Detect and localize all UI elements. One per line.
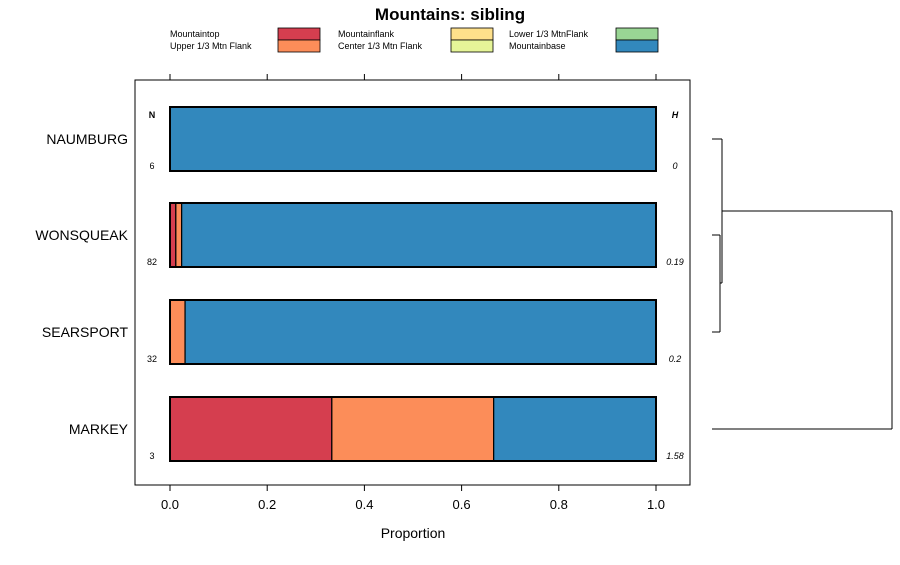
bar-outline-wonsqueak [169, 202, 657, 268]
h-value-naumburg: 0 [672, 161, 677, 171]
x-tick-label-1: 0.2 [258, 497, 276, 512]
x-axis-label: Proportion [381, 525, 446, 541]
legend-swatch-center-1-3-mtn-flank [450, 39, 494, 53]
h-header: H [672, 110, 679, 120]
bar-segment-wonsqueak-5 [181, 202, 657, 268]
legend-label-mountainflank: Mountainflank [338, 29, 395, 39]
category-label-markey: MARKEY [69, 421, 129, 437]
bar-outline-naumburg [169, 106, 657, 172]
bar-outline-searsport [169, 299, 657, 365]
x-tick-label-4: 0.8 [550, 497, 568, 512]
dendrogram [712, 138, 893, 430]
bar-segment-markey-5 [493, 396, 657, 462]
legend-label-upper-1-3-mtn-flank: Upper 1/3 Mtn Flank [170, 41, 252, 51]
plot-frame [134, 79, 691, 486]
bar-segment-naumburg-5 [169, 106, 657, 172]
legend-swatch-mountainflank [450, 27, 494, 41]
n-value-wonsqueak: 82 [147, 257, 157, 267]
chart-title: Mountains: sibling [375, 5, 525, 24]
n-header: N [149, 110, 156, 120]
x-tick-label-2: 0.4 [355, 497, 373, 512]
legend-swatch-upper-1-3-mtn-flank [277, 39, 321, 53]
legend-swatch-lower-1-3-mtnflank [615, 27, 659, 41]
legend-label-mountaintop: Mountaintop [170, 29, 220, 39]
category-label-naumburg: NAUMBURG [46, 131, 128, 147]
bars-group: NAUMBURG 6 0 WONSQUEAK 82 0.19 SEARSPORT 32 0.2 M… [35, 106, 684, 462]
bar-segment-searsport-5 [184, 299, 657, 365]
x-tick-label-0: 0.0 [161, 497, 179, 512]
h-value-wonsqueak: 0.19 [666, 257, 684, 267]
legend-swatch-mountainbase [615, 39, 659, 53]
n-value-naumburg: 6 [149, 161, 154, 171]
x-tick-label-5: 1.0 [647, 497, 665, 512]
legend-label-center-1-3-mtn-flank: Center 1/3 Mtn Flank [338, 41, 423, 51]
legend-swatch-mountaintop [277, 27, 321, 41]
legend: Mountaintop Upper 1/3 Mtn Flank Mountainfl… [170, 27, 659, 53]
x-tick-label-3: 0.6 [453, 497, 471, 512]
bar-outline-markey [169, 396, 657, 462]
category-label-searsport: SEARSPORT [42, 324, 129, 340]
category-label-wonsqueak: WONSQUEAK [35, 227, 128, 243]
legend-label-lower-1-3-mtnflank: Lower 1/3 MtnFlank [509, 29, 589, 39]
h-value-searsport: 0.2 [669, 354, 682, 364]
legend-label-mountainbase: Mountainbase [509, 41, 566, 51]
bar-segment-markey-0 [169, 396, 333, 462]
n-value-markey: 3 [149, 451, 154, 461]
h-value-markey: 1.58 [666, 451, 684, 461]
bar-segment-searsport-1 [169, 299, 186, 365]
bar-segment-wonsqueak-1 [175, 202, 183, 268]
bar-segment-markey-1 [331, 396, 495, 462]
n-value-searsport: 32 [147, 354, 157, 364]
axes-group: 0.0 0.2 0.4 0.6 0.8 1.0 [161, 74, 665, 512]
